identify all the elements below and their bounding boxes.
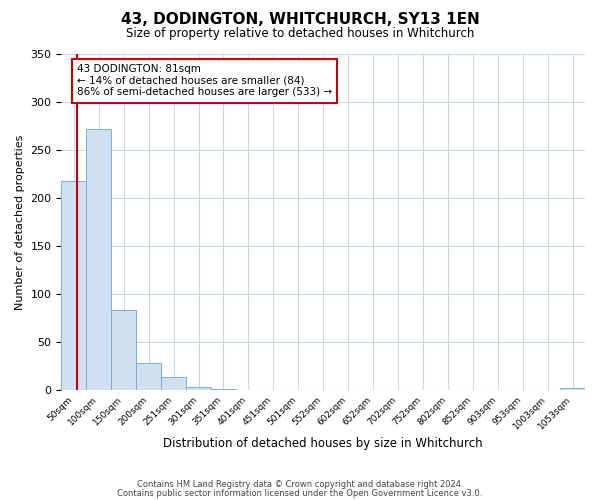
Bar [161,377,186,390]
Text: Contains public sector information licensed under the Open Government Licence v3: Contains public sector information licen… [118,488,482,498]
Text: 43, DODINGTON, WHITCHURCH, SY13 1EN: 43, DODINGTON, WHITCHURCH, SY13 1EN [121,12,479,28]
X-axis label: Distribution of detached houses by size in Whitchurch: Distribution of detached houses by size … [163,437,483,450]
Bar [61,181,86,390]
Bar [186,386,211,390]
Bar [111,310,136,390]
Text: 43 DODINGTON: 81sqm
← 14% of detached houses are smaller (84)
86% of semi-detach: 43 DODINGTON: 81sqm ← 14% of detached ho… [77,64,332,98]
Y-axis label: Number of detached properties: Number of detached properties [15,134,25,310]
Bar [86,129,111,390]
Bar [560,388,585,390]
Bar [136,362,161,390]
Text: Size of property relative to detached houses in Whitchurch: Size of property relative to detached ho… [126,28,474,40]
Text: Contains HM Land Registry data © Crown copyright and database right 2024.: Contains HM Land Registry data © Crown c… [137,480,463,489]
